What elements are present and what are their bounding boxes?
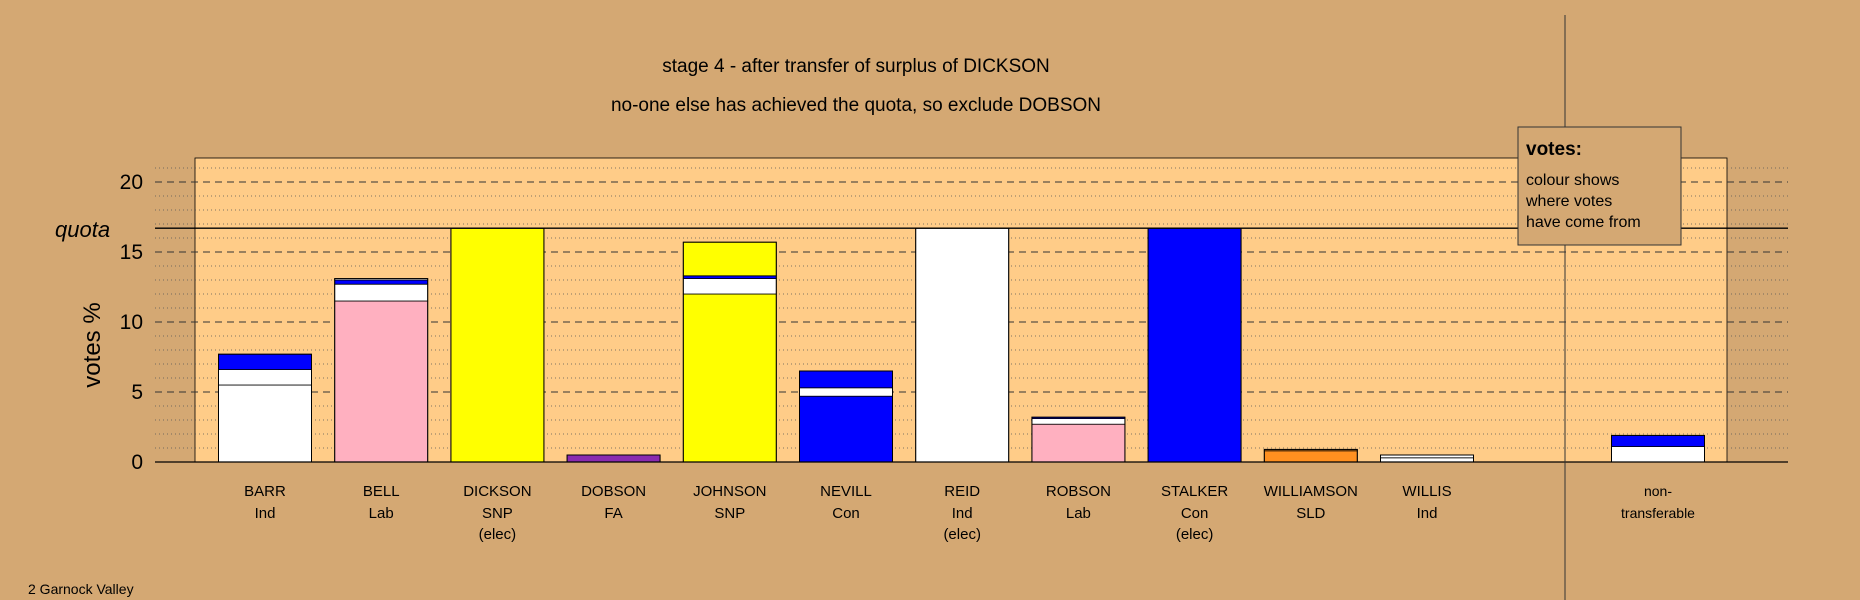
candidate-elected-stalker: (elec) [1176,526,1214,543]
bar-bell-segment-con [334,279,429,285]
footer-text: 2 Garnock Valley [28,581,134,597]
bar-reid-segment-ind [915,227,1010,463]
candidate-name-dickson: DICKSON [463,483,531,500]
candidate-name-robson: ROBSON [1046,483,1111,500]
bar-robson-segment-lab [1031,423,1126,463]
bar-nevill-segment-con [799,395,893,463]
legend-box: votes: colour shows where votes have com… [1517,126,1682,246]
chart-title-line1: stage 4 - after transfer of surplus of D… [662,56,1050,77]
legend-line-3: have come from [1526,214,1641,231]
bar-johnson-segment-ind [682,278,777,295]
chart-title-line2: no-one else has achieved the quota, so e… [611,95,1101,116]
bar-williamson-segment-sld [1263,450,1358,463]
candidate-name-johnson: JOHNSON [693,483,766,500]
candidate-party-barr: Ind [255,505,276,522]
candidate-party-stalker: Con [1181,505,1209,522]
candidate-name-willis: WILLIS [1402,483,1451,500]
candidate-party-reid: Ind [952,505,973,522]
candidate-name-reid: REID [944,483,980,500]
candidate-party-johnson: SNP [714,505,745,522]
candidate-elected-dickson: (elec) [479,526,517,543]
quota-label: quota [55,217,110,242]
axis-layer: 0 5 10 15 20 BARR Ind BELL Lab DICKSON SNP (elec) DO… [120,171,1788,543]
bar-bell-segment-lab [334,300,429,463]
bar-barr-segment-ind [218,369,312,386]
bar-barr-segment-ind [218,384,312,463]
bar-dickson-segment-snp [450,227,545,463]
y-tick-label: 10 [120,311,143,334]
candidate-party-robson: Lab [1066,505,1091,522]
candidate-party-bell: Lab [369,505,394,522]
y-tick-label: 20 [120,171,143,194]
candidate-party-dickson: SNP [482,505,513,522]
candidate-name-barr: BARR [244,483,286,500]
y-axis-label: votes % [79,302,106,387]
bar-nontransferable-segment-con [1611,434,1705,447]
bar-barr-segment-con [218,353,312,371]
y-tick-label: 5 [131,381,143,404]
bars-layer [218,227,1705,463]
candidate-name-dobson: DOBSON [581,483,646,500]
bar-nontransferable-segment-ind [1611,446,1705,463]
legend-line-2: where votes [1525,193,1612,210]
y-tick-label: 0 [131,451,143,474]
y-tick-label: 15 [120,241,143,264]
bar-robson-segment-ind [1031,418,1126,425]
candidate-name-stalker: STALKER [1161,483,1228,500]
bar-bell-segment-ind [334,283,429,302]
candidate-name-williamson: WILLIAMSON [1264,483,1358,500]
candidate-party-dobson: FA [604,505,622,522]
legend-heading: votes: [1526,139,1582,160]
candidate-party-nevill: Con [832,505,860,522]
bar-nevill-segment-ind [799,387,893,397]
bar-johnson-segment-con [682,275,777,279]
candidate-name-bell: BELL [363,483,400,500]
bar-stalker-segment-con [1147,227,1242,463]
bar-nevill-segment-con [799,370,893,389]
candidate-elected-reid: (elec) [943,526,981,543]
bar-johnson-segment-snp [682,293,777,463]
nontransferable-label-line2: transferable [1621,505,1695,521]
candidate-name-nevill: NEVILL [820,483,872,500]
bar-dobson-segment-fa [566,454,661,463]
candidate-party-williamson: SLD [1296,505,1325,522]
legend-line-1: colour shows [1526,172,1619,189]
bar-johnson-segment-snp [682,241,777,277]
candidate-party-willis: Ind [1417,505,1438,522]
nontransferable-label-line1: non- [1644,483,1672,499]
